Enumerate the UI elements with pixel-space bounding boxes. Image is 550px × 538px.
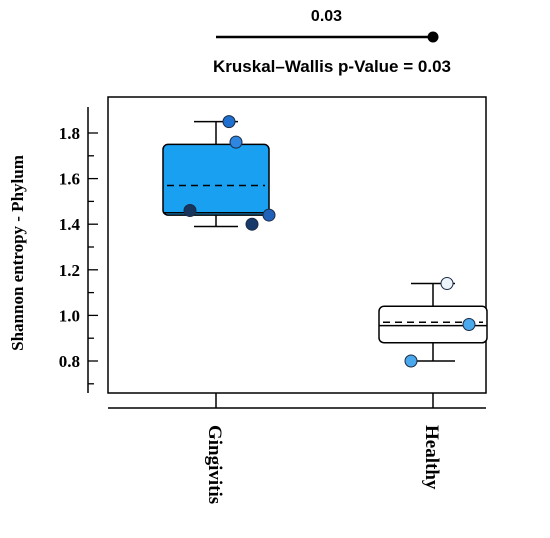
- significance-endpoint: [427, 31, 439, 43]
- box-healthy: [378, 276, 488, 368]
- y-tick-label: 1.0: [59, 306, 80, 325]
- y-axis: 0.8 1.0 1.2 1.4 1.6 1.8: [59, 107, 98, 393]
- x-tick-label: Healthy: [421, 425, 442, 490]
- x-axis: Gingivitis Healthy: [108, 393, 486, 504]
- data-point: [222, 115, 236, 129]
- y-tick-label: 1.8: [59, 124, 80, 143]
- y-tick-label: 0.8: [59, 352, 80, 371]
- chart-title: Kruskal–Wallis p-Value = 0.03: [213, 57, 451, 76]
- plot-border: [107, 96, 487, 394]
- y-tick-label: 1.6: [59, 170, 80, 189]
- plot-frame: [107, 96, 487, 394]
- significance-label: 0.03: [311, 8, 342, 25]
- data-point: [440, 276, 454, 290]
- box-gingivitis: [162, 115, 276, 231]
- y-tick-label: 1.4: [59, 215, 81, 234]
- data-point: [183, 204, 197, 218]
- data-point: [262, 208, 276, 222]
- box-iqr: [162, 143, 270, 216]
- data-point: [404, 354, 418, 368]
- significance-bracket: 0.03: [216, 8, 439, 43]
- data-point: [245, 217, 259, 231]
- data-point: [462, 318, 476, 332]
- y-axis-label: Shannon entropy - Phylum: [8, 155, 27, 351]
- y-tick-label: 1.2: [59, 261, 80, 280]
- box-iqr: [378, 305, 488, 344]
- x-tick-label: Gingivitis: [204, 425, 225, 504]
- data-point: [229, 135, 243, 149]
- boxes: [162, 115, 488, 368]
